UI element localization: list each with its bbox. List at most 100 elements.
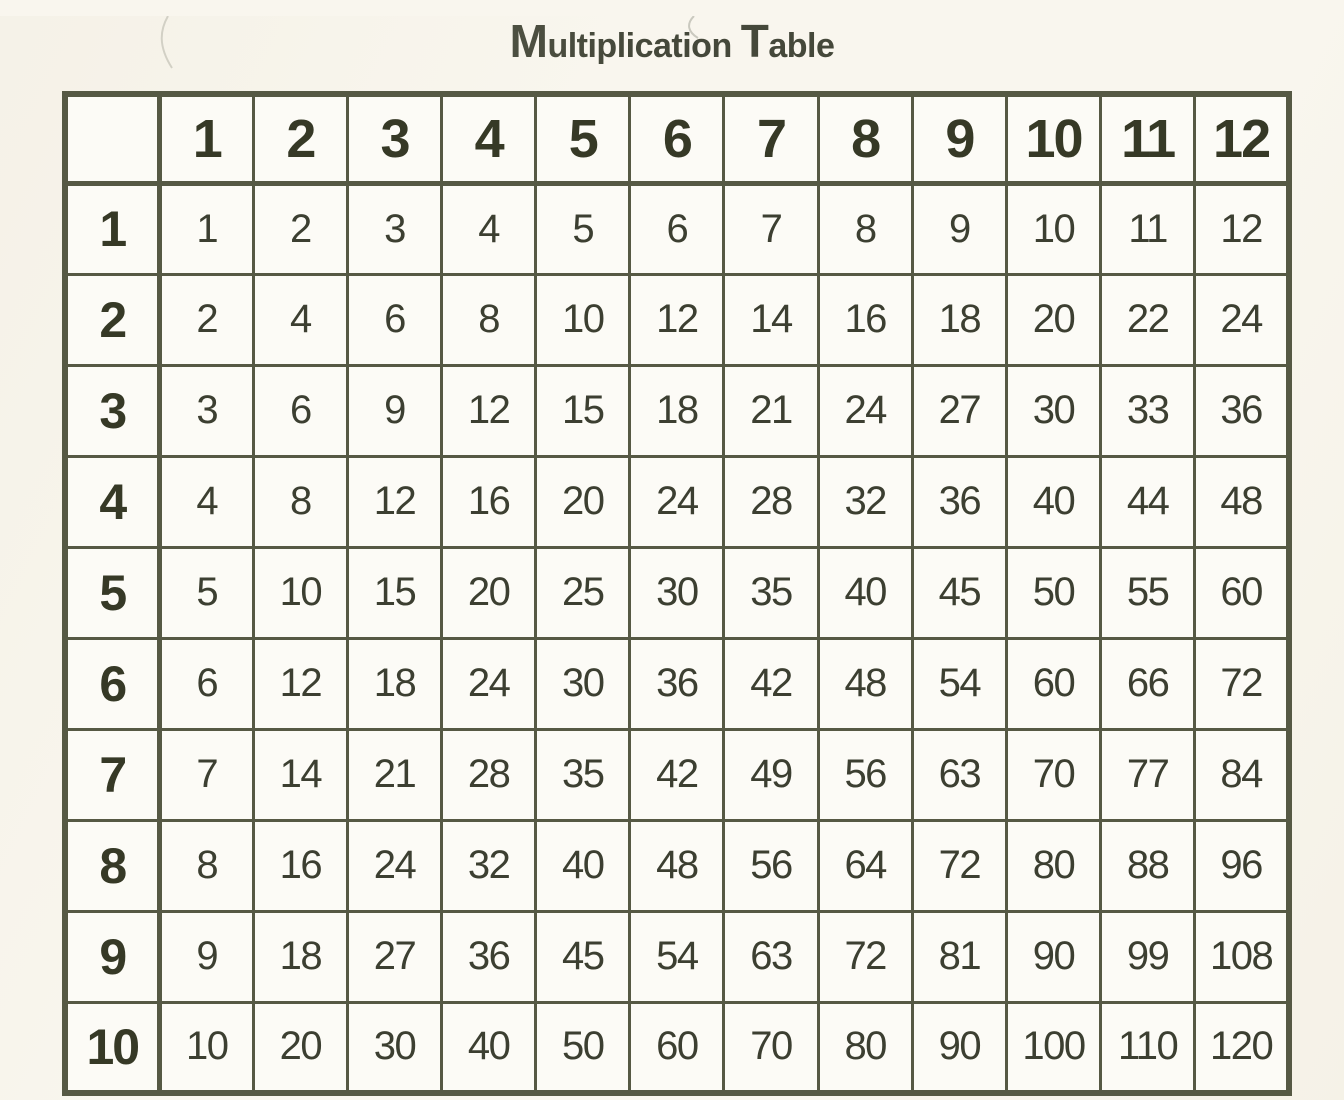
product-cell: 24 bbox=[816, 363, 914, 458]
table-row: 4 4 8 12 16 20 24 28 32 36 40 44 48 bbox=[63, 454, 1291, 549]
product-cell: 54 bbox=[628, 909, 726, 1004]
product-cell: 5 bbox=[534, 181, 632, 276]
product-cell: 36 bbox=[1193, 363, 1291, 458]
multiplication-table: 1 2 3 4 5 6 7 8 9 10 11 12 1 1 2 3 4 5 6 7 8 9 10 11 12 2 2 4 6 8 10 1… bbox=[62, 91, 1292, 1096]
table-row: 5 5 10 15 20 25 30 35 40 45 50 55 60 bbox=[63, 545, 1291, 640]
product-cell: 36 bbox=[910, 454, 1008, 549]
product-cell: 42 bbox=[722, 636, 820, 731]
product-cell: 56 bbox=[816, 727, 914, 822]
product-cell: 28 bbox=[722, 454, 820, 549]
product-cell: 8 bbox=[251, 454, 349, 549]
product-cell: 6 bbox=[157, 636, 255, 731]
column-header-cell: 7 bbox=[722, 92, 820, 186]
product-cell: 14 bbox=[251, 727, 349, 822]
product-cell: 16 bbox=[816, 272, 914, 367]
column-header-cell: 9 bbox=[910, 92, 1008, 186]
product-cell: 12 bbox=[440, 363, 538, 458]
product-cell: 14 bbox=[722, 272, 820, 367]
product-cell: 42 bbox=[628, 727, 726, 822]
title-word-ultiplication: ultiplication bbox=[547, 27, 732, 65]
product-cell: 49 bbox=[722, 727, 820, 822]
product-cell: 2 bbox=[157, 272, 255, 367]
row-header-cell: 10 bbox=[63, 1000, 162, 1095]
product-cell: 15 bbox=[534, 363, 632, 458]
product-cell: 10 bbox=[157, 1000, 255, 1095]
product-cell: 72 bbox=[910, 818, 1008, 913]
row-header-cell: 3 bbox=[63, 363, 162, 458]
product-cell: 15 bbox=[345, 545, 444, 640]
product-cell: 10 bbox=[251, 545, 349, 640]
product-cell: 16 bbox=[251, 818, 349, 913]
table-row: 1 1 2 3 4 5 6 7 8 9 10 11 12 bbox=[63, 181, 1291, 276]
column-header-cell: 11 bbox=[1099, 92, 1197, 186]
product-cell: 5 bbox=[157, 545, 255, 640]
product-cell: 20 bbox=[534, 454, 632, 549]
product-cell: 12 bbox=[345, 454, 444, 549]
product-cell: 6 bbox=[251, 363, 349, 458]
product-cell: 8 bbox=[157, 818, 255, 913]
product-cell: 40 bbox=[816, 545, 914, 640]
table-row: 10 10 20 30 40 50 60 70 80 90 100 110 120 bbox=[63, 1000, 1291, 1095]
product-cell: 44 bbox=[1099, 454, 1197, 549]
product-cell: 88 bbox=[1099, 818, 1197, 913]
product-cell: 110 bbox=[1099, 1000, 1197, 1095]
product-cell: 48 bbox=[816, 636, 914, 731]
product-cell: 72 bbox=[816, 909, 914, 1004]
product-cell: 24 bbox=[345, 818, 444, 913]
product-cell: 35 bbox=[722, 545, 820, 640]
product-cell: 40 bbox=[1004, 454, 1103, 549]
title-letter-t: T bbox=[740, 15, 769, 67]
page-title: Multiplication Table bbox=[0, 16, 1344, 78]
product-cell: 56 bbox=[722, 818, 820, 913]
product-cell: 24 bbox=[1193, 272, 1291, 367]
product-cell: 60 bbox=[1193, 545, 1291, 640]
product-cell: 32 bbox=[440, 818, 538, 913]
row-header-cell: 2 bbox=[63, 272, 162, 367]
product-cell: 2 bbox=[251, 181, 349, 276]
column-header-cell: 1 bbox=[157, 92, 255, 186]
product-cell: 48 bbox=[628, 818, 726, 913]
product-cell: 9 bbox=[910, 181, 1008, 276]
product-cell: 12 bbox=[1193, 181, 1291, 276]
row-header-cell: 7 bbox=[63, 727, 162, 822]
product-cell: 81 bbox=[910, 909, 1008, 1004]
product-cell: 100 bbox=[1004, 1000, 1103, 1095]
product-cell: 21 bbox=[722, 363, 820, 458]
product-cell: 33 bbox=[1099, 363, 1197, 458]
product-cell: 21 bbox=[345, 727, 444, 822]
product-cell: 28 bbox=[440, 727, 538, 822]
product-cell: 20 bbox=[1004, 272, 1103, 367]
product-cell: 18 bbox=[251, 909, 349, 1004]
product-cell: 12 bbox=[628, 272, 726, 367]
product-cell: 1 bbox=[157, 181, 255, 276]
product-cell: 63 bbox=[910, 727, 1008, 822]
product-cell: 30 bbox=[628, 545, 726, 640]
table-row: 8 8 16 24 32 40 48 56 64 72 80 88 96 bbox=[63, 818, 1291, 913]
product-cell: 25 bbox=[534, 545, 632, 640]
product-cell: 18 bbox=[628, 363, 726, 458]
product-cell: 4 bbox=[440, 181, 538, 276]
row-header-cell: 6 bbox=[63, 636, 162, 731]
product-cell: 96 bbox=[1193, 818, 1291, 913]
table-row: 9 9 18 27 36 45 54 63 72 81 90 99 108 bbox=[63, 909, 1291, 1004]
column-header-cell: 8 bbox=[816, 92, 914, 186]
product-cell: 99 bbox=[1099, 909, 1197, 1004]
row-header-cell: 9 bbox=[63, 909, 162, 1004]
product-cell: 8 bbox=[440, 272, 538, 367]
product-cell: 50 bbox=[1004, 545, 1103, 640]
product-cell: 50 bbox=[534, 1000, 632, 1095]
product-cell: 54 bbox=[910, 636, 1008, 731]
product-cell: 55 bbox=[1099, 545, 1197, 640]
header-row: 1 2 3 4 5 6 7 8 9 10 11 12 bbox=[63, 92, 1291, 186]
product-cell: 11 bbox=[1099, 181, 1197, 276]
row-header-cell: 4 bbox=[63, 454, 162, 549]
column-header-cell: 4 bbox=[440, 92, 538, 186]
product-cell: 3 bbox=[345, 181, 444, 276]
product-cell: 24 bbox=[628, 454, 726, 549]
column-header-cell: 3 bbox=[345, 92, 444, 186]
product-cell: 18 bbox=[345, 636, 444, 731]
product-cell: 36 bbox=[440, 909, 538, 1004]
product-cell: 63 bbox=[722, 909, 820, 1004]
product-cell: 60 bbox=[1004, 636, 1103, 731]
product-cell: 3 bbox=[157, 363, 255, 458]
